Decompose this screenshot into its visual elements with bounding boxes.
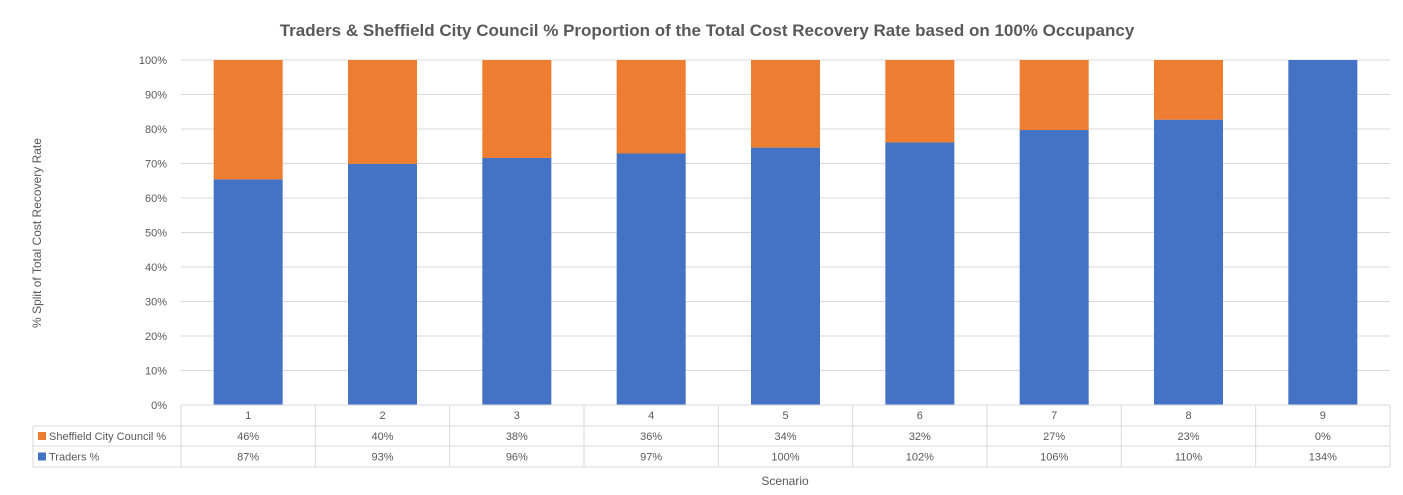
bar-segment	[213, 60, 283, 180]
table-value: 32%	[909, 431, 931, 443]
bar-segment	[482, 60, 552, 158]
table-value: 100%	[771, 452, 799, 464]
bar-segment	[885, 142, 955, 405]
bar-segment	[348, 163, 417, 405]
x-tick-label: 6	[917, 410, 923, 422]
y-tick-label: 100%	[139, 55, 167, 67]
bar-segment	[616, 60, 686, 154]
x-tick-label: 1	[245, 410, 251, 422]
bar-segment	[616, 153, 686, 405]
bars-group	[213, 60, 1358, 405]
legend-swatch	[38, 452, 46, 461]
bar-segment	[751, 147, 820, 405]
chart-title: Traders & Sheffield City Council % Propo…	[280, 21, 1135, 40]
table-value: 110%	[1175, 452, 1203, 464]
y-tick-label: 70%	[145, 159, 167, 171]
legend-swatch	[38, 432, 46, 440]
bar-segment	[348, 60, 417, 164]
bar-segment	[1019, 130, 1089, 405]
y-tick-label: 50%	[145, 228, 167, 240]
bar-segment	[1154, 60, 1223, 120]
y-tick-label: 0%	[151, 400, 167, 412]
x-tick-label: 3	[514, 410, 520, 422]
legend-label: Traders %	[49, 452, 100, 464]
table-value: 46%	[237, 431, 259, 443]
bar-segment	[1288, 60, 1358, 405]
table-value: 96%	[506, 452, 528, 464]
y-tick-label: 40%	[145, 262, 167, 274]
y-tick-label: 10%	[145, 366, 167, 378]
x-tick-label: 7	[1051, 410, 1057, 422]
table-value: 23%	[1177, 431, 1199, 443]
table-value: 38%	[506, 431, 528, 443]
y-tick-label: 80%	[145, 124, 167, 136]
bar-segment	[751, 60, 820, 148]
x-tick-label: 9	[1320, 410, 1326, 422]
y-tick-label: 90%	[145, 90, 167, 102]
bar-segment	[1154, 119, 1223, 405]
bar-segment	[213, 179, 283, 405]
x-tick-label: 2	[379, 410, 385, 422]
data-table: 1 2 3 4 5 6 7 8 9 Sheffield City Council % 46% 40% 3…	[32, 404, 1391, 468]
x-tick-label: 8	[1185, 410, 1191, 422]
table-value: 36%	[640, 431, 662, 443]
table-value: 34%	[774, 431, 796, 443]
table-value: 97%	[640, 452, 662, 464]
table-value: 134%	[1309, 452, 1337, 464]
bar-segment	[1019, 60, 1089, 131]
y-ticks: 0% 10% 20% 30% 40% 50% 60% 70% 80% 90% 100%	[139, 55, 167, 412]
table-value: 102%	[906, 452, 934, 464]
y-tick-label: 60%	[145, 193, 167, 205]
y-axis-label: % Split of Total Cost Recovery Rate	[30, 138, 44, 328]
table-value: 27%	[1043, 431, 1065, 443]
y-tick-label: 30%	[145, 297, 167, 309]
table-value: 93%	[371, 452, 393, 464]
table-value: 0%	[1315, 431, 1331, 443]
table-value: 106%	[1040, 452, 1068, 464]
table-value: 40%	[371, 431, 393, 443]
table-value: 87%	[237, 452, 259, 464]
x-tick-label: 4	[648, 410, 654, 422]
y-tick-label: 20%	[145, 331, 167, 343]
bar-segment	[885, 60, 955, 143]
x-tick-label: 5	[782, 410, 788, 422]
x-axis-label: Scenario	[761, 474, 809, 488]
legend-label: Sheffield City Council %	[49, 431, 166, 443]
bar-segment	[482, 157, 552, 405]
